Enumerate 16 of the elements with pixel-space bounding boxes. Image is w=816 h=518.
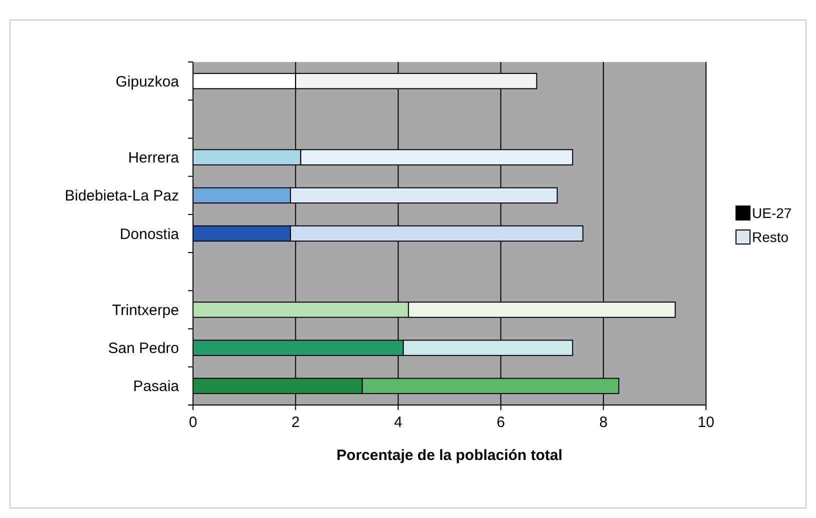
legend-label: Resto (752, 228, 789, 245)
x-tick-label: 10 (698, 414, 714, 431)
x-tick-label: 4 (394, 414, 402, 431)
y-tick-label: Herrera (128, 150, 180, 167)
y-tick-label: San Pedro (108, 340, 179, 358)
text: UE-27 (752, 204, 792, 221)
x-tick-label: 0 (188, 414, 198, 431)
y-tick-label: Trintxerpe (112, 302, 179, 319)
y-tick-label: Donostia (120, 226, 180, 243)
y-tick-label: Pasaia (133, 378, 180, 396)
x-axis-title: Porcentaje de la población total (336, 447, 562, 464)
y-tick-label: Gipuzkoa (116, 73, 180, 90)
x-tick-label: 6 (496, 414, 505, 431)
x-tick-label: 2 (291, 414, 300, 431)
y-tick-label: Bidebieta-La Paz (64, 188, 179, 205)
x-tick-label: 8 (599, 414, 608, 431)
